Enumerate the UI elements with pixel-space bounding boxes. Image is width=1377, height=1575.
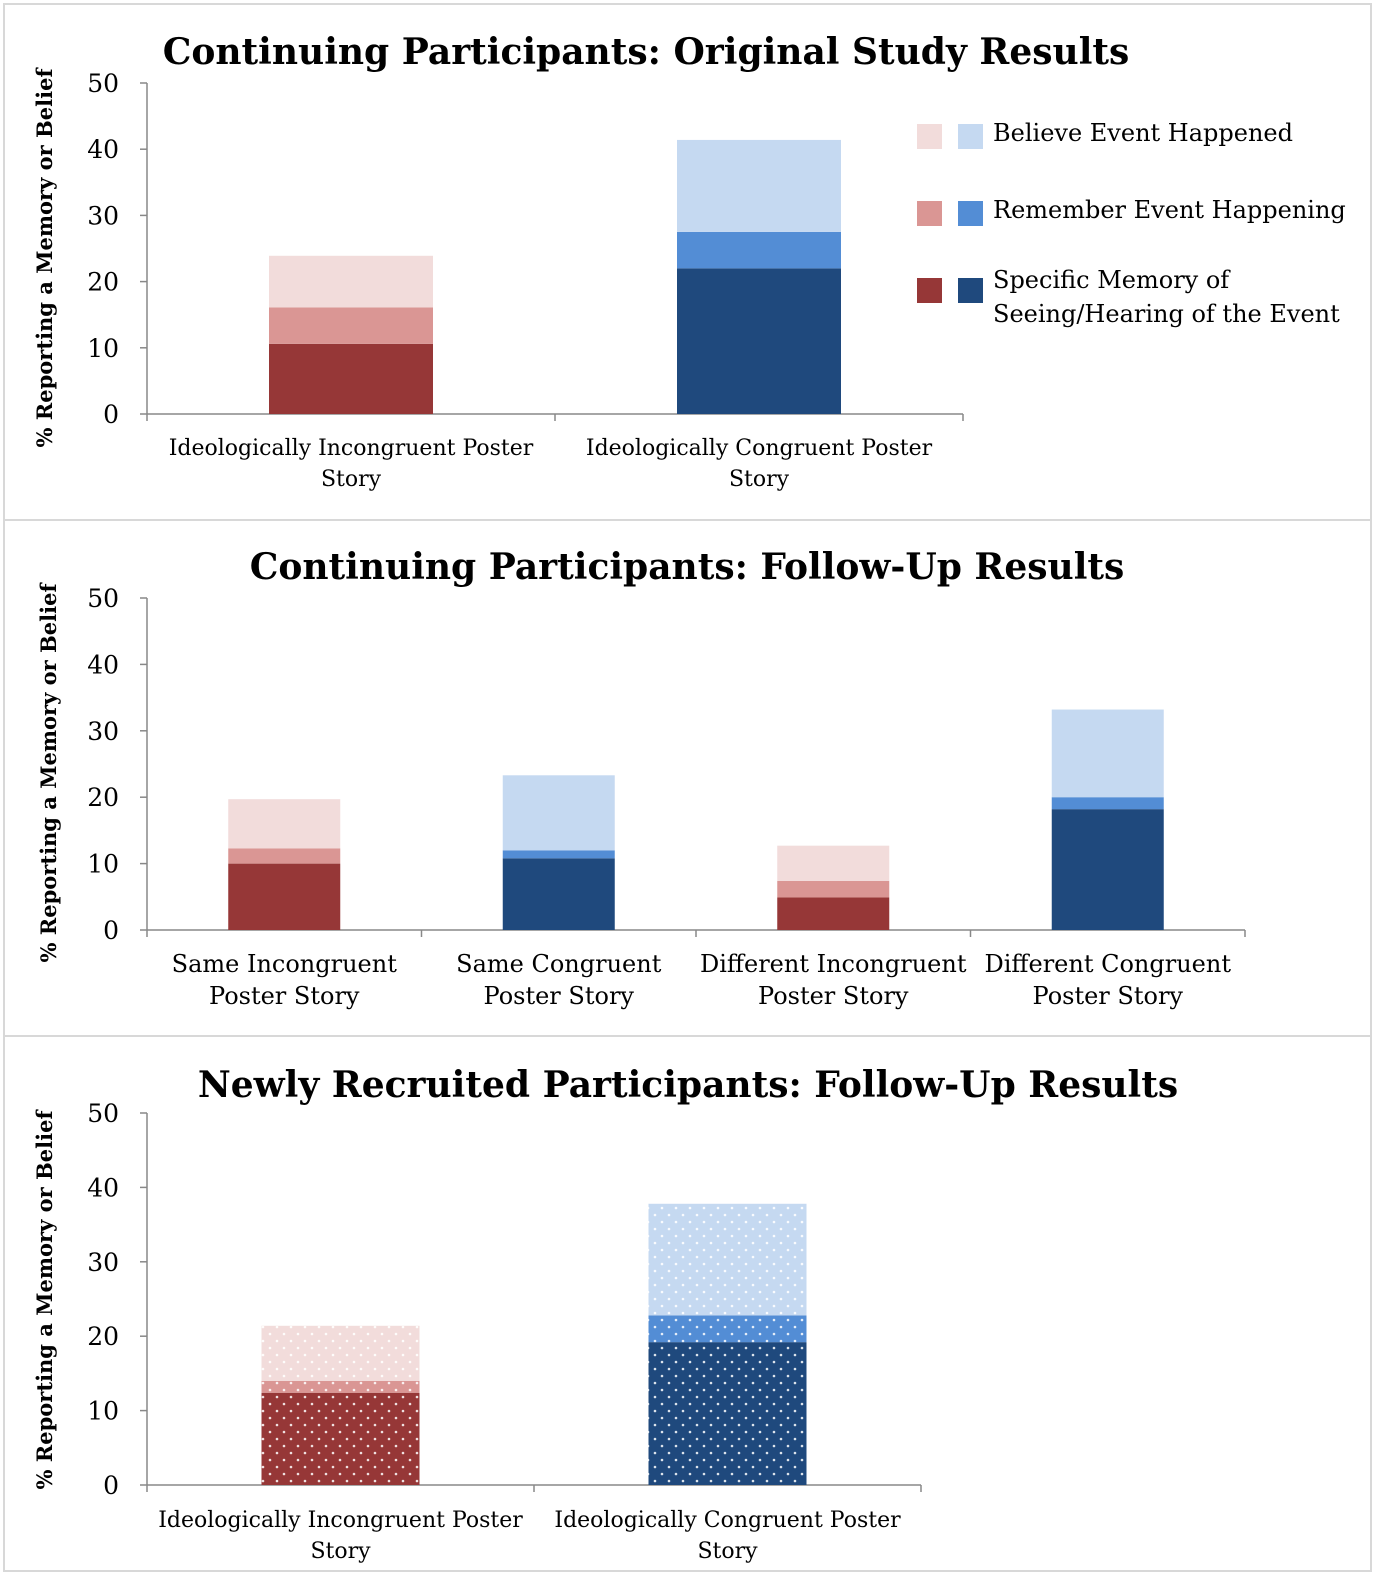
bar-segment-dots <box>261 1325 420 1381</box>
y-tick-label: 40 <box>87 1173 119 1202</box>
y-tick-label: 0 <box>103 400 119 429</box>
bar-segment-dots <box>261 1392 420 1485</box>
legend-swatch-incongruent <box>917 124 942 149</box>
y-axis-label: % Reporting a Memory or Belief <box>36 582 61 963</box>
bar-segment <box>1051 797 1164 810</box>
bars <box>269 139 841 414</box>
y-tick-label: 0 <box>103 1471 119 1500</box>
legend-label: Remember Event Happening <box>993 196 1346 224</box>
y-axis-label: % Reporting a Memory or Belief <box>32 67 57 448</box>
chart-title: Continuing Participants: Original Study … <box>163 31 1130 73</box>
legend: Believe Event Happened Remember Event Hap… <box>917 119 1346 328</box>
bar-segment <box>777 897 890 930</box>
bar-segment <box>777 880 890 898</box>
legend-swatch-congruent <box>958 201 983 226</box>
bar-segment-dots <box>648 1315 807 1343</box>
y-tick-label: 50 <box>87 69 119 98</box>
bars <box>228 709 1164 930</box>
x-tick-label: Ideologically Congruent Poster Story <box>554 1508 901 1564</box>
y-tick-label: 40 <box>87 135 119 164</box>
bar-segment <box>228 863 341 930</box>
bar-segment <box>269 343 433 414</box>
chart-panel-3: Newly Recruited Participants: Follow-Up … <box>32 1064 1178 1564</box>
chart-panel-1: Continuing Participants: Original Study … <box>32 31 1346 492</box>
y-tick-label: 10 <box>87 334 119 363</box>
x-tick-label: Ideologically Incongruent Poster Story <box>169 436 534 492</box>
y-tick-label: 30 <box>87 1248 119 1277</box>
bar-segment <box>502 775 615 851</box>
x-tick-label: Different Congruent Poster Story <box>985 950 1232 1010</box>
legend-label: Believe Event Happened <box>993 119 1293 147</box>
bar-segment <box>228 848 341 864</box>
bar-segment-dots <box>261 1380 420 1393</box>
y-tick-label: 30 <box>87 201 119 230</box>
y-tick-label: 10 <box>87 1397 119 1426</box>
y-tick-label: 30 <box>87 717 119 746</box>
bar-segment <box>228 799 341 849</box>
y-tick-label: 10 <box>87 850 119 879</box>
x-tick-label: Ideologically Congruent Poster Story <box>586 436 933 492</box>
bar-segment-dots <box>648 1203 807 1316</box>
y-tick-label: 20 <box>87 1322 119 1351</box>
bar-segment <box>677 231 841 269</box>
bar-segment <box>677 268 841 414</box>
bar-segment <box>502 850 615 859</box>
chart-panel-2: Continuing Participants: Follow-Up Resul… <box>36 546 1246 1010</box>
x-axis: Same Incongruent Poster Story Same Congrue… <box>172 950 1232 1010</box>
legend-swatch-incongruent <box>917 278 942 303</box>
x-tick-label: Same Congruent Poster Story <box>456 950 662 1010</box>
x-tick-label: Same Incongruent Poster Story <box>172 950 398 1010</box>
bar-segment <box>1051 809 1164 930</box>
bar-segment-dots <box>648 1342 807 1485</box>
bar-segment <box>269 255 433 308</box>
x-axis: Ideologically Incongruent Poster Story Ide… <box>169 436 933 492</box>
bars <box>261 1203 807 1485</box>
bar-segment <box>1051 709 1164 798</box>
legend-swatch-incongruent <box>917 201 942 226</box>
y-tick-label: 20 <box>87 783 119 812</box>
y-axis-label: % Reporting a Memory or Belief <box>32 1109 57 1490</box>
y-axis: 0 10 20 30 40 50 <box>87 584 1246 945</box>
y-tick-label: 40 <box>87 650 119 679</box>
bar-segment <box>777 845 890 881</box>
y-tick-label: 50 <box>87 1099 119 1128</box>
y-tick-label: 0 <box>103 916 119 945</box>
chart-title: Continuing Participants: Follow-Up Resul… <box>250 546 1125 588</box>
bar-segment <box>502 858 615 930</box>
legend-swatch-congruent <box>958 278 983 303</box>
x-tick-label: Ideologically Incongruent Poster Story <box>158 1508 523 1564</box>
x-tick-label: Different Incongruent Poster Story <box>700 950 967 1010</box>
chart-title: Newly Recruited Participants: Follow-Up … <box>198 1064 1178 1106</box>
bar-segment <box>269 307 433 344</box>
x-axis: Ideologically Incongruent Poster Story Ide… <box>158 1508 901 1564</box>
y-tick-label: 50 <box>87 584 119 613</box>
legend-label: Specific Memory of Seeing/Hearing of the … <box>993 266 1340 328</box>
legend-swatch-congruent <box>958 124 983 149</box>
y-tick-label: 20 <box>87 268 119 297</box>
bar-segment <box>677 139 841 232</box>
